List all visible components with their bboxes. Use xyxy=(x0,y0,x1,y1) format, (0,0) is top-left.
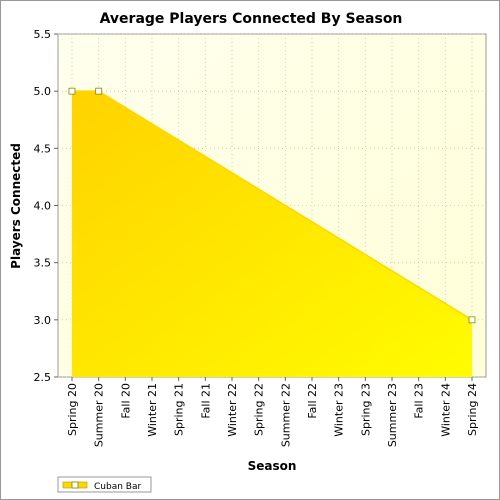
y-tick-label: 2.5 xyxy=(34,371,52,384)
x-tick-label: Fall 21 xyxy=(199,383,212,419)
y-tick-label: 5.0 xyxy=(34,85,52,98)
chart-title: Average Players Connected By Season xyxy=(100,11,403,27)
y-axis: 2.5 3.0 3.5 4.0 4.5 5.0 5.5 xyxy=(34,28,58,384)
x-tick-label: Spring 22 xyxy=(253,383,266,436)
y-tick-label: 3.5 xyxy=(34,257,52,270)
x-tick-label: Summer 23 xyxy=(386,383,399,447)
x-axis: Spring 20 Summer 20 Fall 20 Winter 21 Spring… xyxy=(66,377,479,447)
x-axis-label: Season xyxy=(248,459,297,473)
data-point-marker xyxy=(68,87,76,95)
x-tick-label: Spring 20 xyxy=(66,383,79,436)
x-tick-label: Winter 21 xyxy=(146,383,159,437)
x-tick-label: Winter 22 xyxy=(226,383,239,437)
legend-marker xyxy=(71,481,79,489)
x-tick-label: Summer 22 xyxy=(279,383,292,447)
y-tick-label: 4.0 xyxy=(34,200,52,213)
x-tick-label: Summer 20 xyxy=(93,383,106,447)
x-tick-label: Spring 24 xyxy=(466,383,479,436)
x-tick-label: Winter 23 xyxy=(333,383,346,437)
area-fill xyxy=(72,91,472,378)
x-tick-label: Fall 22 xyxy=(306,383,319,419)
x-tick-label: Winter 24 xyxy=(439,383,452,437)
x-tick-label: Fall 20 xyxy=(119,383,132,419)
legend: Cuban Bar xyxy=(57,476,152,493)
legend-label: Cuban Bar xyxy=(94,482,141,492)
x-tick-label: Spring 21 xyxy=(173,383,186,436)
data-point-marker xyxy=(468,316,476,324)
x-tick-label: Spring 23 xyxy=(359,383,372,436)
area-series xyxy=(68,87,476,378)
y-tick-label: 4.5 xyxy=(34,142,52,155)
y-axis-label: Players Connected xyxy=(9,143,23,269)
y-tick-label: 3.0 xyxy=(34,314,52,327)
x-tick-label: Fall 23 xyxy=(413,383,426,419)
data-point-marker xyxy=(95,87,103,95)
y-tick-label: 5.5 xyxy=(34,28,52,41)
